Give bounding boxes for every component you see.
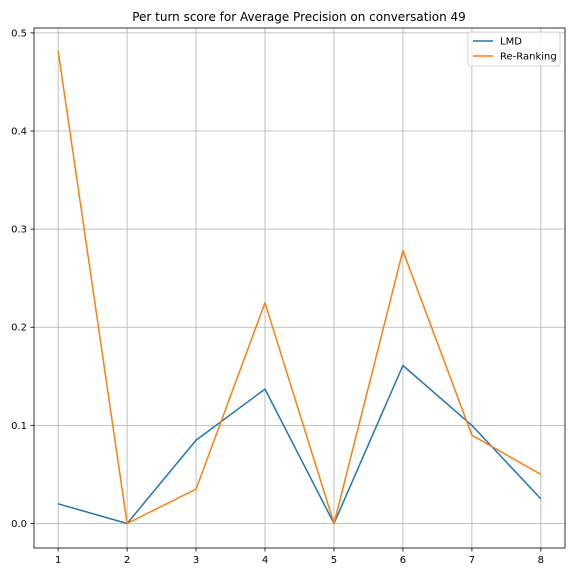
series-lines bbox=[57, 50, 542, 525]
x-tick-label: 3 bbox=[193, 555, 199, 566]
axis-ticks: 1 2 3 4 5 6 7 8 0.0 0.1 0.2 0.3 0.4 0.5 bbox=[11, 28, 544, 566]
y-tick-label: 0.4 bbox=[11, 127, 27, 138]
legend-label: LMD bbox=[500, 37, 522, 48]
x-tick-label: 8 bbox=[538, 555, 544, 566]
x-tick-label: 1 bbox=[55, 555, 61, 566]
x-tick-label: 5 bbox=[331, 555, 337, 566]
series-line-lmd bbox=[57, 364, 542, 525]
y-tick-label: 0.0 bbox=[11, 519, 27, 530]
chart-title: Per turn score for Average Precision on … bbox=[132, 10, 466, 24]
plot-frame bbox=[33, 27, 566, 549]
y-tick-label: 0.5 bbox=[11, 28, 27, 39]
y-tick-label: 0.2 bbox=[11, 323, 27, 334]
x-tick-label: 7 bbox=[469, 555, 475, 566]
legend-label: Re-Ranking bbox=[500, 52, 557, 63]
grid bbox=[34, 28, 565, 548]
x-tick-label: 2 bbox=[124, 555, 130, 566]
x-tick-label: 6 bbox=[400, 555, 406, 566]
x-tick-label: 4 bbox=[262, 555, 268, 566]
y-tick-label: 0.3 bbox=[11, 225, 27, 236]
series-line-re-ranking bbox=[57, 50, 542, 525]
y-tick-label: 0.1 bbox=[11, 421, 27, 432]
legend: LMD Re-Ranking bbox=[467, 31, 561, 67]
